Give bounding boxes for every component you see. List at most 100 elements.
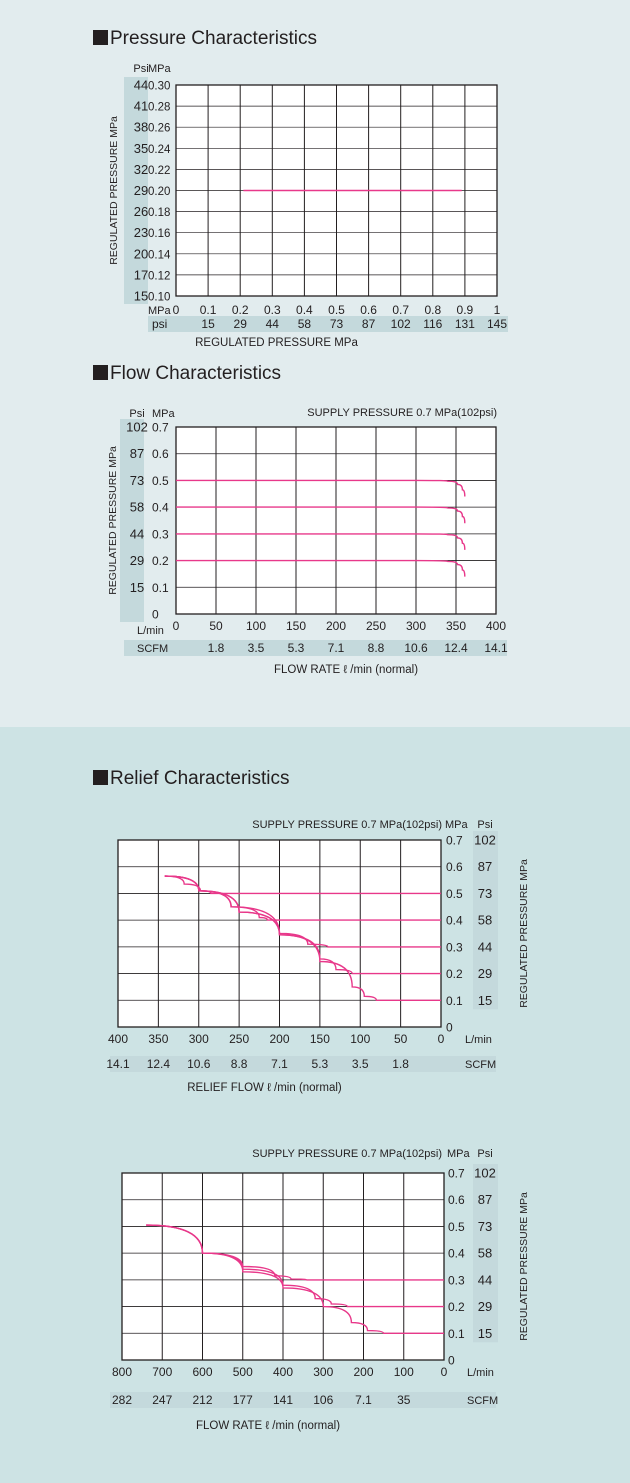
relief1-annotation: SUPPLY PRESSURE 0.7 MPa(102psi) <box>252 819 442 831</box>
relief1-x-unit: L/min <box>465 1034 492 1046</box>
relief-characteristics-title: Relief Characteristics <box>110 768 290 789</box>
flow-y-tick-label: 0 <box>152 608 159 622</box>
relief2-x-secondary-label: 177 <box>233 1393 253 1407</box>
relief1-x-secondary-label: 14.1 <box>106 1057 130 1071</box>
relief2-y-psi-label: 58 <box>478 1246 492 1261</box>
relief1-y-psi-label: 29 <box>478 966 492 981</box>
flow-characteristics-title: Flow Characteristics <box>110 363 282 384</box>
flow-series-line-1 <box>176 479 466 497</box>
pressure-y-psi-label: 32 <box>134 162 148 177</box>
relief1-x-secondary-label: 3.5 <box>352 1057 369 1071</box>
flow-y-psi-label: 102 <box>126 420 148 435</box>
relief2-x-tick-label: 600 <box>192 1365 212 1379</box>
pressure-y-psi-label: 29 <box>134 183 148 198</box>
pressure-y-psi-label: 26 <box>134 204 148 219</box>
relief2-x-secondary-label: 212 <box>192 1393 212 1407</box>
pressure-y-psi-label: 41 <box>134 99 148 114</box>
relief2-psi-unit: Psi <box>477 1148 492 1160</box>
flow-x-secondary-label: 8.8 <box>368 641 385 655</box>
relief2-series-line-3 <box>146 1224 444 1335</box>
relief2-x-secondary-label: 7.1 <box>355 1393 372 1407</box>
relief1-x-tick-label: 100 <box>350 1032 370 1046</box>
flow-x-unit: L/min <box>137 625 164 637</box>
relief1-y-tick-label: 0 <box>446 1021 453 1035</box>
pressure-psi-unit: Psi <box>133 63 148 75</box>
pressure-y-psi-label: 20 <box>134 246 148 261</box>
relief1-y-psi-label: 73 <box>478 886 492 901</box>
relief1-x-secondary-label: 5.3 <box>312 1057 329 1071</box>
relief2-y-tick-label: 0 <box>448 1354 455 1368</box>
flow-x-tick-label: 150 <box>286 619 306 633</box>
relief1-psi-band <box>473 831 498 1010</box>
relief1-x-axis-title: RELIEF FLOW ℓ /min (normal) <box>187 1082 342 1094</box>
relief2-y-axis-title: REGULATED PRESSURE MPa <box>518 1192 530 1341</box>
relief1-y-psi-label: 102 <box>474 833 496 848</box>
relief2-x-tick-label: 300 <box>313 1365 333 1379</box>
relief2-y-psi-label: 73 <box>478 1219 492 1234</box>
pressure-x-tick-label: 0.8 <box>424 303 441 317</box>
relief2-x-tick-label: 0 <box>441 1365 448 1379</box>
pressure-x-secondary-label: 73 <box>330 317 344 331</box>
relief2-x-tick-label: 100 <box>394 1365 414 1379</box>
pressure-x-unit-band <box>148 316 508 332</box>
relief1-series-line-1 <box>164 875 441 895</box>
relief2-y-psi-label: 15 <box>478 1326 492 1341</box>
relief2-x-tick-label: 700 <box>152 1365 172 1379</box>
flow-mpa-unit: MPa <box>152 408 176 420</box>
pressure-x-tick-label: 0.9 <box>457 303 474 317</box>
relief1-y-psi-label: 44 <box>478 939 492 954</box>
pressure-x-tick-label: 0.7 <box>392 303 409 317</box>
pressure-y-tick-label: 0.20 <box>148 186 170 198</box>
flow-x-tick-label: 100 <box>246 619 266 633</box>
pressure-y-tick-label: 0.24 <box>148 144 171 156</box>
flow-x-secondary-label: 5.3 <box>288 641 305 655</box>
pressure-mpa-unit: MPa <box>148 63 172 75</box>
relief1-x-secondary-label: 1.8 <box>392 1057 409 1071</box>
flow-psi-band <box>120 419 144 622</box>
relief1-y-tick-label: 0.7 <box>446 834 463 848</box>
relief1-y-tick-label: 0.1 <box>446 994 463 1008</box>
relief2-x-tick-label: 500 <box>233 1365 253 1379</box>
relief1-x-tick-label: 300 <box>189 1032 209 1046</box>
flow-y-psi-label: 44 <box>130 526 144 541</box>
pressure-y-psi-label: 35 <box>134 141 148 156</box>
relief2-y-tick-label: 0.6 <box>448 1193 465 1207</box>
pressure-x-tick-label: 1 <box>494 303 501 317</box>
flow-x-secondary-label: 1.8 <box>208 641 225 655</box>
pressure-y-axis-title: REGULATED PRESSURE MPa <box>108 116 120 265</box>
flow-x-tick-label: 250 <box>366 619 386 633</box>
relief1-y-tick-label: 0.5 <box>446 887 463 901</box>
relief2-y-tick-label: 0.4 <box>448 1247 465 1261</box>
relief1-psi-unit: Psi <box>477 819 492 831</box>
pressure-chart: 0.10150.12170.14200.16230.18260.20290.22… <box>108 63 508 349</box>
pressure-x-tick-label: 0.5 <box>328 303 345 317</box>
relief2-x-secondary-label: 282 <box>112 1393 132 1407</box>
flow-x-axis-title: FLOW RATE ℓ /min (normal) <box>274 664 418 676</box>
relief1-y-tick-label: 0.3 <box>446 940 463 954</box>
relief1-mpa-unit: MPa <box>445 819 469 831</box>
flow-x-secondary-label: 12.4 <box>444 641 468 655</box>
pressure-x-tick-label: 0.2 <box>232 303 249 317</box>
flow-characteristics-heading: Flow Characteristics <box>93 363 281 385</box>
flow-y-tick-label: 0.1 <box>152 581 169 595</box>
pressure-y-tick-label: 0.18 <box>148 207 170 219</box>
flow-y-tick-label: 0.7 <box>152 421 169 435</box>
relief1-x-tick-label: 250 <box>229 1032 249 1046</box>
flow-x-secondary-label: 3.5 <box>248 641 265 655</box>
relief1-x-tick-label: 350 <box>148 1032 168 1046</box>
flow-series-line-4 <box>175 559 466 577</box>
relief1-y-axis-title: REGULATED PRESSURE MPa <box>518 859 530 1008</box>
pressure-x-secondary-label: 102 <box>391 317 411 331</box>
pressure-x-unit-mpa: MPa <box>148 305 172 317</box>
flow-x-tick-label: 350 <box>446 619 466 633</box>
pressure-x-tick-label: 0 <box>173 303 180 317</box>
square-bullet-icon <box>93 365 108 380</box>
relief2-y-tick-label: 0.2 <box>448 1300 465 1314</box>
flow-y-psi-label: 15 <box>130 580 144 595</box>
relief2-y-psi-label: 102 <box>474 1166 496 1181</box>
pressure-y-psi-label: 17 <box>134 267 148 282</box>
relief1-y-tick-label: 0.6 <box>446 860 463 874</box>
pressure-psi-band <box>124 77 148 304</box>
relief1-chart: 0 0.1 15 0.2 29 0.3 44 0.4 58 0.5 73 0.6 87 0.7 102 Psi… <box>106 819 530 1094</box>
